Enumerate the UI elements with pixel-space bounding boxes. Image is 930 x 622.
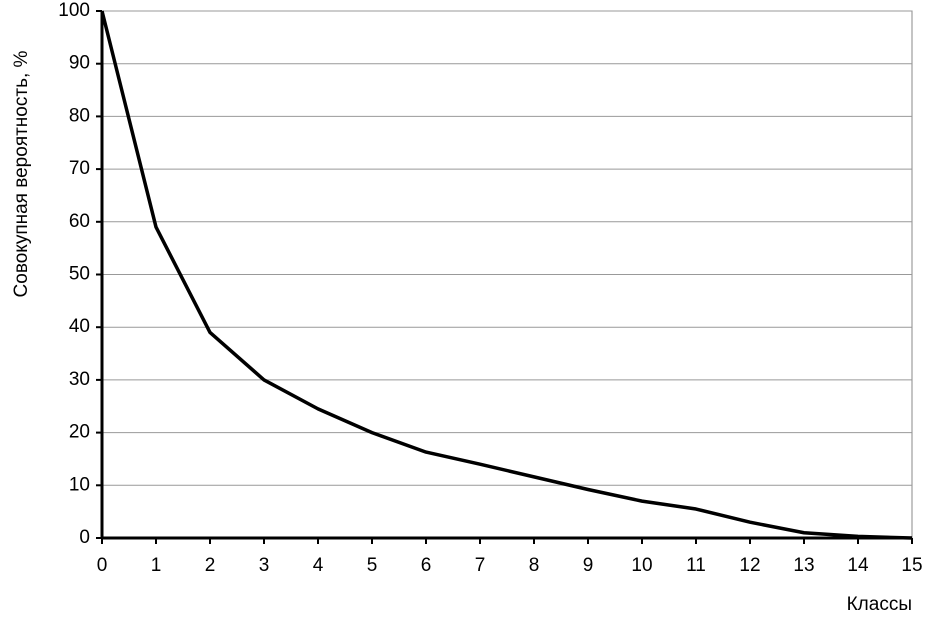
y-tick-label: 60 [69,211,90,232]
x-tick-label: 14 [847,555,869,576]
x-tick-label: 3 [259,555,270,576]
x-tick-label: 5 [367,555,378,576]
y-tick-label: 80 [69,105,90,126]
x-axis-label: Классы [847,594,912,615]
x-tick-label: 15 [901,555,922,576]
x-tick-label: 0 [97,555,108,576]
y-tick-label: 10 [69,474,90,495]
x-tick-label: 4 [313,555,324,576]
y-tick-label: 20 [69,422,90,443]
y-tick-label: 0 [79,527,90,548]
x-tick-label: 9 [583,555,594,576]
x-tick-label: 10 [631,555,652,576]
x-tick-label: 13 [793,555,814,576]
x-tick-label: 6 [421,555,432,576]
y-tick-label: 70 [69,158,90,179]
y-tick-label: 40 [69,316,90,337]
x-tick-label: 7 [475,555,486,576]
x-tick-label: 1 [151,555,162,576]
x-tick-label: 2 [205,555,216,576]
y-tick-label: 100 [58,0,90,21]
x-tick-label: 8 [529,555,540,576]
x-tick-label: 12 [739,555,760,576]
data-line [100,10,913,540]
y-tick-label: 30 [69,369,90,390]
y-tick-label: 90 [69,53,90,74]
y-axis-label: Совокупная вероятность, % [11,50,32,297]
x-tick-label: 11 [686,555,706,576]
y-tick-label: 50 [69,264,90,285]
